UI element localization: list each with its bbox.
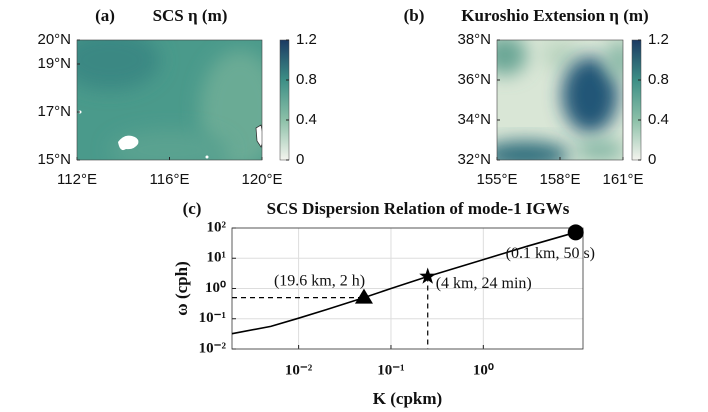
colorbar-tick-label: 0.4: [648, 111, 669, 128]
x-tick-label: 161°E: [602, 171, 643, 188]
colorbar-tick-label: 0.8: [648, 71, 669, 88]
y-tick-label: 19°N: [37, 55, 71, 72]
colorbar-tick-label: 0.8: [296, 71, 317, 88]
y-tick-label: 10⁰: [205, 280, 226, 296]
x-tick-label: 10⁻¹: [377, 362, 404, 378]
colorbar: [280, 40, 289, 160]
figure: (a) SCS η (m) 112°E 116°E 120°E 20°N 19°N 17°N 1…: [0, 0, 708, 412]
panel-label: (c): [183, 199, 202, 218]
colorbar-tick-label: 0.4: [296, 111, 317, 128]
colorbar: [632, 40, 641, 160]
y-tick-label: 10¹: [207, 250, 227, 266]
y-tick-label: 32°N: [457, 151, 491, 168]
colorbar-tick-label: 0: [648, 151, 656, 168]
panel-label: (b): [404, 6, 425, 25]
x-tick-label: 10⁻²: [285, 362, 313, 378]
colorbar-tick-label: 1.2: [648, 31, 669, 48]
panel-label: (a): [95, 6, 115, 25]
map-field: [60, 30, 280, 170]
y-tick-label: 10⁻²: [199, 340, 227, 356]
marker-label: (0.1 km, 50 s): [506, 245, 595, 262]
marker-label: (19.6 km, 2 h): [274, 272, 365, 289]
x-axis-label: K (cpkm): [373, 389, 442, 408]
x-tick-label: 120°E: [241, 171, 282, 188]
y-tick-label: 17°N: [37, 103, 71, 120]
y-tick-label: 10⁻¹: [199, 310, 226, 326]
x-tick-label: 158°E: [539, 171, 580, 188]
colorbar-tick-label: 1.2: [296, 31, 317, 48]
map-field: [480, 35, 634, 169]
y-axis-label: ω (cph): [172, 261, 191, 315]
y-tick-label: 15°N: [37, 151, 71, 168]
x-tick-label: 112°E: [57, 171, 97, 188]
marker: [568, 224, 584, 240]
panel-title: SCS Dispersion Relation of mode-1 IGWs: [267, 199, 570, 218]
x-tick-label: 155°E: [476, 171, 517, 188]
x-tick-label: 10⁰: [473, 362, 494, 378]
panel-title: Kuroshio Extension η (m): [461, 6, 648, 25]
panel-title: SCS η (m): [153, 6, 228, 25]
x-tick-label: 116°E: [150, 171, 190, 188]
y-tick-label: 10²: [207, 219, 227, 235]
y-tick-label: 34°N: [457, 111, 491, 128]
y-tick-label: 36°N: [457, 71, 491, 88]
marker-label: (4 km, 24 min): [436, 275, 532, 292]
y-tick-label: 38°N: [457, 31, 491, 48]
colorbar-tick-label: 0: [296, 151, 304, 168]
y-tick-label: 20°N: [37, 31, 71, 48]
